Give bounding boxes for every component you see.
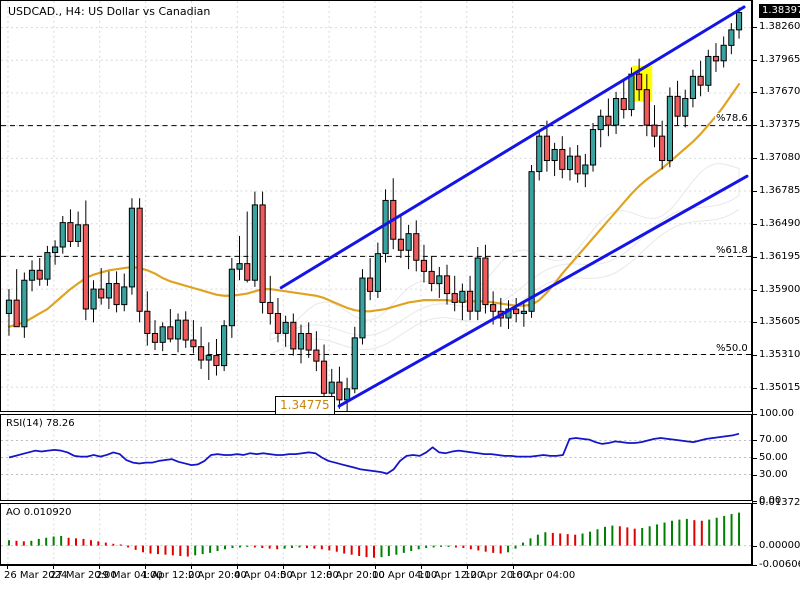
price-axis-tick bbox=[752, 355, 757, 357]
price-axis-label: 1.36195 bbox=[759, 250, 800, 262]
time-axis-label: 27 Mar 20:00 bbox=[50, 570, 117, 581]
rsi-axis-label: 100.00 bbox=[759, 408, 794, 419]
price-axis-tick bbox=[752, 322, 757, 324]
price-axis-label: 1.37375 bbox=[759, 119, 800, 131]
price-plot[interactable] bbox=[1, 1, 751, 411]
price-axis-tick bbox=[752, 223, 757, 225]
ao-axis-label: 0.000000 bbox=[759, 540, 800, 551]
ao-axis-tick bbox=[752, 503, 757, 504]
price-axis-tick bbox=[752, 125, 757, 127]
fib-level-label: %78.6 bbox=[715, 113, 749, 125]
rsi-axis-tick bbox=[752, 440, 757, 442]
time-axis-tick bbox=[53, 565, 54, 569]
ao-axis-label: -0.006063 bbox=[759, 559, 800, 570]
time-axis-tick bbox=[513, 565, 514, 569]
time-axis-label: 5 Apr 12:00 bbox=[280, 570, 339, 581]
time-axis-label: 11 Apr 12:00 bbox=[418, 570, 484, 581]
price-axis-tick bbox=[752, 190, 757, 192]
time-axis-label: 26 Mar 2024 bbox=[4, 570, 68, 581]
main-price-panel[interactable]: USDCAD., H4: US Dollar vs Canadian bbox=[0, 0, 752, 412]
price-axis-label: 1.37080 bbox=[759, 152, 800, 164]
time-axis-label: 16 Apr 04:00 bbox=[510, 570, 576, 581]
time-axis-tick bbox=[467, 565, 468, 569]
price-axis-label: 1.37965 bbox=[759, 53, 800, 65]
price-axis-label: 1.35900 bbox=[759, 283, 800, 295]
ao-axis-label: 0.013729 bbox=[759, 497, 800, 508]
price-axis-label: 1.36490 bbox=[759, 217, 800, 229]
rsi-axis-tick bbox=[752, 457, 757, 459]
time-axis-label: 8 Apr 20:00 bbox=[326, 570, 385, 581]
rsi-axis-label: 0.00 bbox=[759, 495, 782, 506]
time-axis-tick bbox=[283, 565, 284, 569]
price-axis-tick bbox=[752, 158, 757, 160]
current-price-label: 1.38397 bbox=[759, 4, 800, 19]
time-axis-tick bbox=[329, 565, 330, 569]
rsi-axis-tick bbox=[752, 501, 757, 502]
time-axis-line bbox=[0, 565, 752, 566]
price-axis-tick bbox=[752, 388, 757, 390]
rsi-axis-label: 50.00 bbox=[759, 451, 788, 463]
rsi-indicator-panel[interactable]: RSI(14) 78.26 bbox=[0, 414, 752, 501]
time-axis-tick bbox=[145, 565, 146, 569]
price-axis-tick bbox=[752, 256, 757, 258]
time-axis-label: 10 Apr 04:00 bbox=[372, 570, 438, 581]
ao-indicator-panel[interactable]: AO 0.010920 bbox=[0, 503, 752, 565]
time-axis[interactable]: 26 Mar 2024 27 Mar 20:00 29 Mar 04:00 1 Apr… bbox=[0, 565, 752, 600]
time-axis-label: 29 Mar 04:00 bbox=[96, 570, 163, 581]
time-axis-label: 2 Apr 20:00 bbox=[188, 570, 247, 581]
price-axis-label: 1.37670 bbox=[759, 86, 800, 98]
fib-level-label: %50.0 bbox=[715, 343, 749, 355]
ao-plot bbox=[1, 504, 751, 564]
price-axis-label: 1.36785 bbox=[759, 184, 800, 196]
time-axis-tick bbox=[7, 565, 8, 569]
time-axis-tick bbox=[237, 565, 238, 569]
price-axis-tick bbox=[752, 92, 757, 94]
rsi-axis-label: 30.00 bbox=[759, 468, 788, 480]
price-axis-label: 1.38260 bbox=[759, 20, 800, 32]
rsi-axis-label: 70.00 bbox=[759, 434, 788, 446]
time-axis-tick bbox=[421, 565, 422, 569]
time-axis-label: 4 Apr 04:00 bbox=[234, 570, 293, 581]
price-axis-tick bbox=[752, 289, 757, 291]
price-axis-label: 1.35605 bbox=[759, 316, 800, 328]
time-axis-label: 12 Apr 20:00 bbox=[464, 570, 530, 581]
ao-axis-tick bbox=[752, 546, 757, 547]
time-axis-tick bbox=[375, 565, 376, 569]
price-scale-axis[interactable]: 1.38260 1.37965 1.37670 1.37375 1.37080 1.367… bbox=[752, 0, 800, 600]
price-axis-tick bbox=[752, 26, 757, 28]
axis-vertical-line bbox=[752, 0, 753, 565]
symbol-title: USDCAD., H4: US Dollar vs Canadian bbox=[8, 5, 211, 18]
ao-title: AO 0.010920 bbox=[6, 507, 72, 518]
price-annotation-box[interactable]: 1.34775 bbox=[275, 396, 335, 415]
rsi-axis-tick bbox=[752, 414, 757, 415]
rsi-title: RSI(14) 78.26 bbox=[6, 418, 75, 429]
fib-level-label: %61.8 bbox=[715, 244, 749, 256]
time-axis-tick bbox=[99, 565, 100, 569]
rsi-axis-tick bbox=[752, 474, 757, 476]
rsi-plot bbox=[1, 415, 751, 500]
time-axis-tick bbox=[191, 565, 192, 569]
price-axis-label: 1.35015 bbox=[759, 382, 800, 394]
price-axis-label: 1.35310 bbox=[759, 349, 800, 361]
time-axis-label: 1 Apr 12:00 bbox=[142, 570, 201, 581]
price-axis-tick bbox=[752, 59, 757, 61]
ao-axis-tick bbox=[752, 565, 757, 566]
